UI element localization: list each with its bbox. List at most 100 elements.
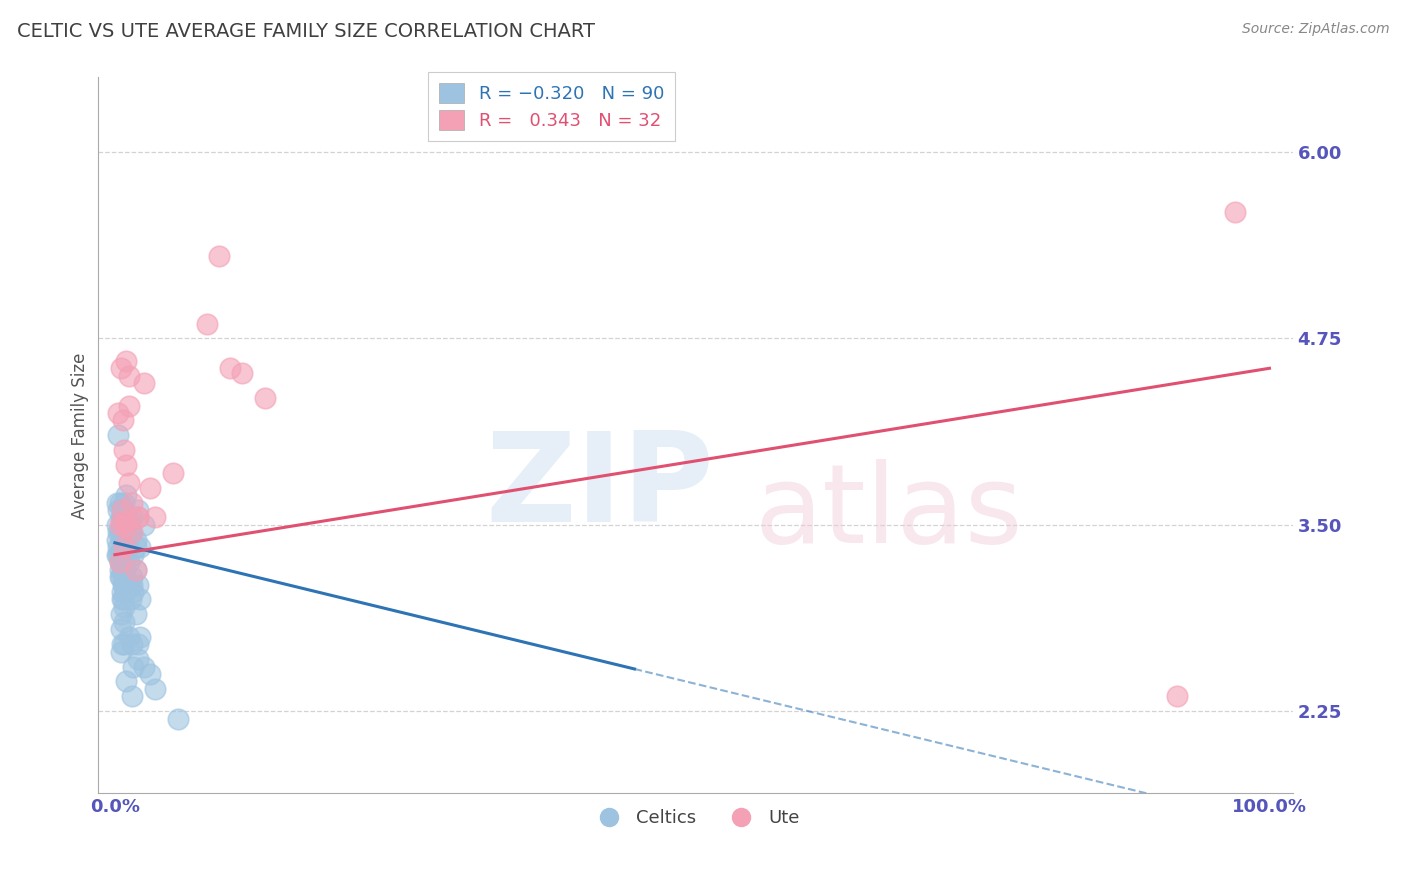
Point — [111, 503, 134, 517]
Point — [118, 368, 141, 383]
Point — [208, 249, 231, 263]
Text: CELTIC VS UTE AVERAGE FAMILY SIZE CORRELATION CHART: CELTIC VS UTE AVERAGE FAMILY SIZE CORREL… — [17, 22, 595, 41]
Point — [108, 525, 131, 540]
Point — [138, 481, 160, 495]
Text: ZIP: ZIP — [485, 427, 714, 548]
Point — [110, 570, 132, 584]
Point — [121, 525, 143, 540]
Point — [118, 630, 141, 644]
Point — [143, 510, 166, 524]
Point — [115, 510, 138, 524]
Point — [1223, 204, 1246, 219]
Text: atlas: atlas — [754, 459, 1022, 566]
Point — [114, 585, 136, 599]
Point — [110, 361, 132, 376]
Point — [138, 667, 160, 681]
Point — [114, 510, 136, 524]
Point — [111, 517, 134, 532]
Point — [112, 615, 135, 629]
Point — [167, 712, 190, 726]
Point — [111, 525, 134, 540]
Point — [111, 592, 134, 607]
Point — [105, 548, 128, 562]
Point — [124, 607, 146, 622]
Point — [110, 645, 132, 659]
Point — [108, 495, 131, 509]
Point — [112, 443, 135, 458]
Point — [107, 503, 129, 517]
Point — [122, 659, 145, 673]
Point — [111, 548, 134, 562]
Point — [111, 637, 134, 651]
Point — [115, 525, 138, 540]
Point — [121, 690, 143, 704]
Point — [115, 521, 138, 535]
Point — [118, 525, 141, 540]
Point — [118, 525, 141, 540]
Point — [112, 541, 135, 555]
Point — [107, 428, 129, 442]
Point — [118, 577, 141, 591]
Point — [114, 525, 136, 540]
Point — [105, 533, 128, 547]
Point — [107, 406, 129, 420]
Point — [108, 570, 131, 584]
Point — [111, 515, 134, 529]
Point — [124, 541, 146, 555]
Point — [114, 563, 136, 577]
Point — [111, 541, 134, 555]
Point — [1166, 690, 1188, 704]
Point — [111, 510, 134, 524]
Point — [143, 681, 166, 696]
Point — [253, 391, 276, 405]
Point — [110, 533, 132, 547]
Point — [111, 577, 134, 591]
Point — [129, 541, 152, 555]
Point — [132, 659, 155, 673]
Point — [110, 622, 132, 636]
Point — [107, 548, 129, 562]
Point — [115, 458, 138, 473]
Point — [108, 555, 131, 569]
Point — [127, 510, 149, 524]
Point — [124, 533, 146, 547]
Point — [114, 510, 136, 524]
Point — [111, 517, 134, 532]
Point — [127, 637, 149, 651]
Point — [112, 570, 135, 584]
Point — [195, 317, 218, 331]
Point — [115, 354, 138, 368]
Point — [121, 510, 143, 524]
Point — [127, 503, 149, 517]
Point — [111, 592, 134, 607]
Point — [111, 563, 134, 577]
Y-axis label: Average Family Size: Average Family Size — [72, 352, 89, 518]
Point — [118, 399, 141, 413]
Point — [127, 577, 149, 591]
Point — [112, 637, 135, 651]
Point — [108, 517, 131, 532]
Point — [108, 548, 131, 562]
Point — [115, 488, 138, 502]
Point — [115, 533, 138, 547]
Text: Source: ZipAtlas.com: Source: ZipAtlas.com — [1241, 22, 1389, 37]
Point — [124, 563, 146, 577]
Point — [127, 510, 149, 524]
Point — [110, 555, 132, 569]
Point — [111, 503, 134, 517]
Point — [112, 517, 135, 532]
Point — [107, 525, 129, 540]
Point — [219, 361, 242, 376]
Point — [107, 541, 129, 555]
Point — [120, 592, 142, 607]
Point — [231, 366, 253, 380]
Point — [132, 517, 155, 532]
Point — [124, 563, 146, 577]
Point — [121, 637, 143, 651]
Point — [117, 533, 139, 547]
Point — [108, 563, 131, 577]
Point — [112, 495, 135, 509]
Point — [118, 555, 141, 569]
Point — [132, 376, 155, 391]
Point — [115, 541, 138, 555]
